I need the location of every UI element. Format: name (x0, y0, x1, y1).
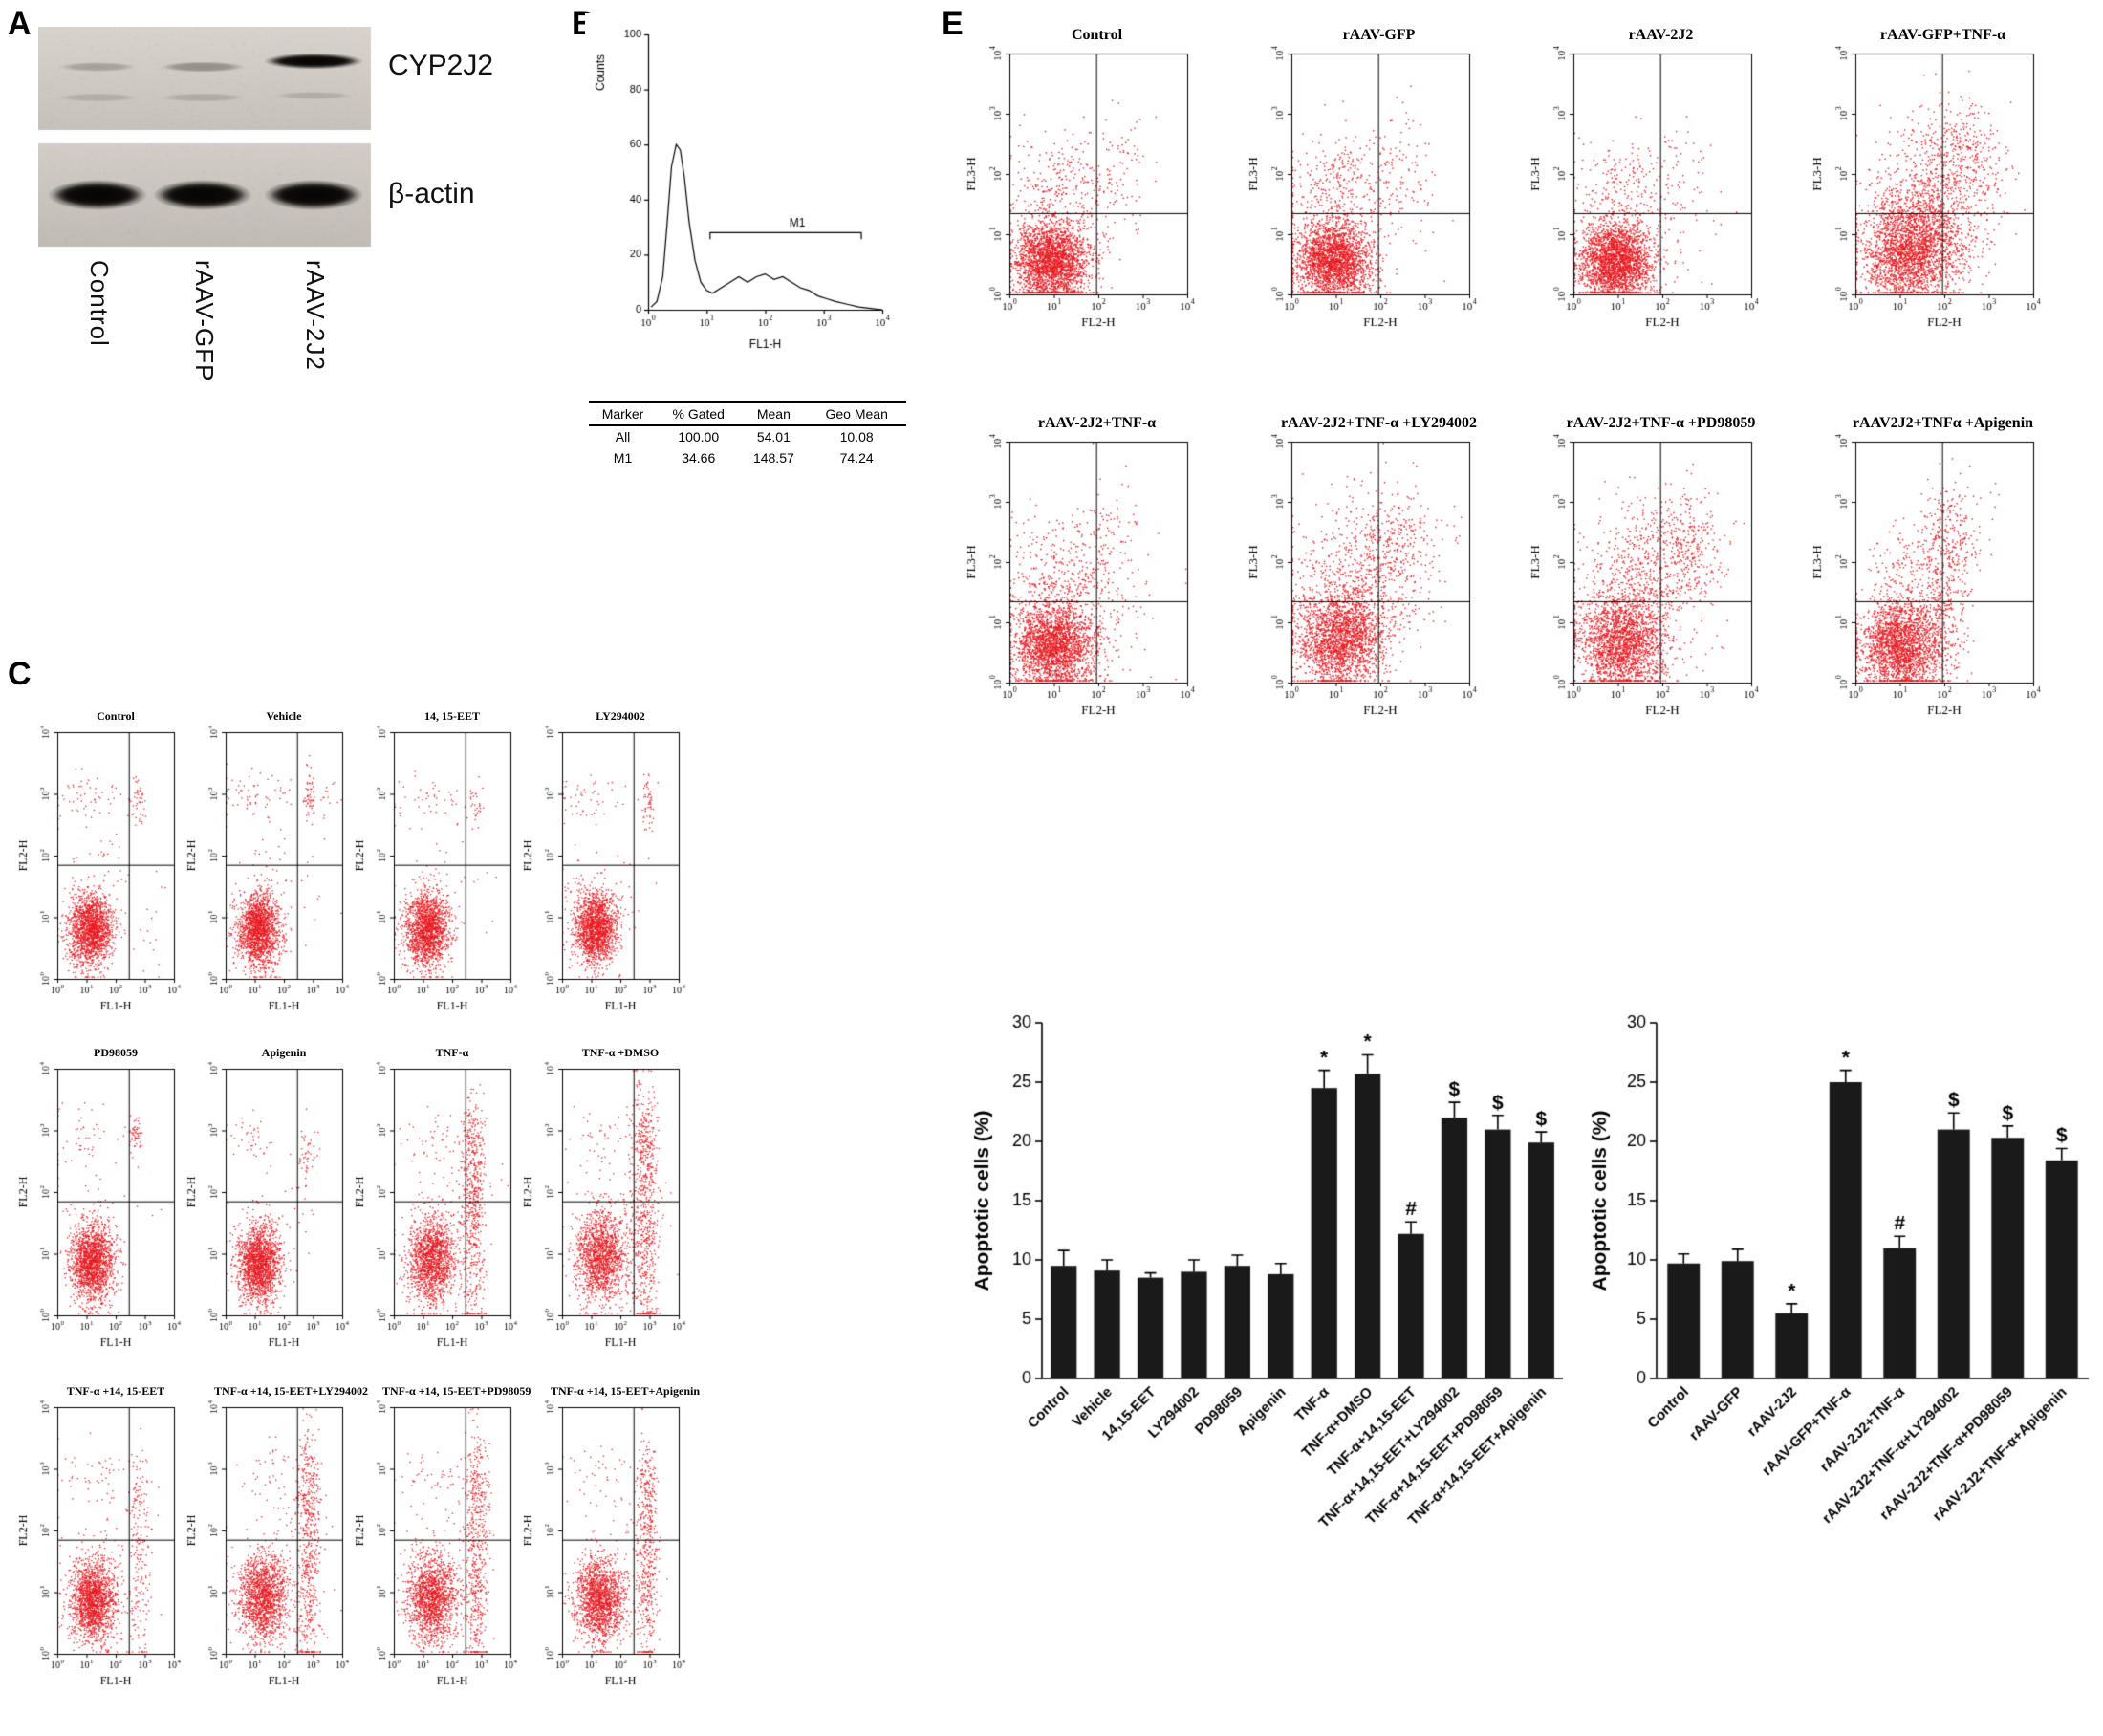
flow-plot-title: Control (97, 709, 135, 723)
flow-plot-title: TNF-α +14, 15-EET+PD98059 (382, 1384, 531, 1398)
table-header-cell: Mean (756, 406, 791, 422)
flow-plot-title: rAAV-GFP+TNF-α (1879, 27, 2006, 43)
table-cell: 54.01 (756, 429, 791, 445)
table-header-row: Marker % Gated Mean Geo Mean (589, 402, 906, 425)
blot-lane-label: Control (85, 260, 114, 347)
flow-plot-canvas (17, 1400, 185, 1690)
blot-lane-label: rAAV-GFP (190, 260, 219, 382)
flow-plot-canvas (1247, 434, 1482, 721)
flow-plot-title: TNF-α +14, 15-EET+Apigenin (551, 1384, 701, 1398)
flow-plot-canvas (965, 46, 1200, 333)
flow-plot-canvas (354, 725, 522, 1015)
panel-label-e: E (942, 6, 964, 42)
flow-plot-canvas (965, 434, 1200, 721)
flow-plot: TNF-α +14, 15-EET+PD98059 (354, 1384, 531, 1690)
panel-label-c: C (8, 656, 32, 692)
flow-plot-canvas (354, 1061, 522, 1352)
western-blot-image (38, 27, 378, 251)
bar-chart-d-canvas (958, 977, 1574, 1646)
bar-chart-f-canvas (1575, 977, 2101, 1646)
flow-plot: Control (17, 709, 185, 1015)
flow-plot: TNF-α +14, 15-EET+Apigenin (522, 1384, 701, 1690)
flow-plot: Control (965, 27, 1200, 333)
flow-plot: TNF-α +14, 15-EET (17, 1384, 185, 1690)
flow-plot-canvas (1529, 434, 1764, 721)
flow-plot-title: Control (1071, 27, 1123, 43)
flow-plot: rAAV-2J2+TNF-α +PD98059 (1529, 415, 1764, 721)
flow-plot: rAAV-GFP (1247, 27, 1482, 333)
flow-plot-canvas (522, 725, 690, 1015)
flow-plot: LY294002 (522, 709, 690, 1015)
flow-plot-canvas (185, 725, 354, 1015)
table-cell: All (615, 429, 631, 445)
blot-target-label: β-actin (388, 178, 475, 209)
flow-plot-title: 14, 15-EET (423, 709, 480, 723)
flow-plot-title: PD98059 (94, 1046, 138, 1059)
flow-plot-canvas (185, 1061, 354, 1352)
flow-plot-canvas (1247, 46, 1482, 333)
table-row: All 100.00 54.01 10.08 (589, 425, 906, 447)
flow-plot-title: rAAV2J2+TNFα +Apigenin (1852, 415, 2034, 431)
flow-plot: rAAV-2J2+TNF-α +LY294002 (1247, 415, 1482, 721)
flow-plot-title: Apigenin (261, 1046, 307, 1059)
table-header-cell: % Gated (672, 406, 725, 422)
flow-plot-title: rAAV-2J2+TNF-α (1037, 415, 1157, 431)
flow-plot: TNF-α +DMSO (522, 1046, 690, 1352)
blot-target-label: CYP2J2 (388, 50, 494, 81)
flow-plot-title: LY294002 (596, 709, 645, 723)
table-header-cell: Marker (601, 406, 644, 422)
table-cell: 148.57 (752, 450, 794, 466)
flow-plot-title: TNF-α (435, 1046, 469, 1059)
flow-plot: TNF-α +14, 15-EET+LY294002 (185, 1384, 368, 1690)
panel-label-a: A (8, 6, 32, 42)
flow-plot: rAAV-2J2 (1529, 27, 1764, 333)
flow-plot: Vehicle (185, 709, 354, 1015)
table-cell: 74.24 (839, 450, 874, 466)
table-row: M1 34.66 148.57 74.24 (589, 447, 906, 468)
table-header-cell: Geo Mean (825, 406, 888, 422)
flow-plot-title: TNF-α +DMSO (581, 1046, 660, 1059)
table-cell: 34.66 (682, 450, 716, 466)
flow-plot-title: rAAV-2J2 (1628, 27, 1694, 43)
table-cell: 10.08 (839, 429, 874, 445)
flow-plot-title: TNF-α +14, 15-EET+LY294002 (214, 1384, 368, 1398)
flow-plot: rAAV-2J2+TNF-α (965, 415, 1200, 721)
table-cell: M1 (613, 450, 633, 466)
flow-plot: 14, 15-EET (354, 709, 522, 1015)
flow-plot: PD98059 (17, 1046, 185, 1352)
flow-plot: rAAV-GFP+TNF-α (1811, 27, 2046, 333)
flow-plot-canvas (17, 1061, 185, 1352)
flow-plot: rAAV2J2+TNFα +Apigenin (1811, 415, 2046, 721)
flow-plot-title: rAAV-2J2+TNF-α +PD98059 (1566, 415, 1756, 431)
table-cell: 100.00 (678, 429, 720, 445)
flow-plot-title: rAAV-GFP (1342, 27, 1416, 43)
blot-lane-label: rAAV-2J2 (301, 260, 330, 371)
flow-plot-canvas (17, 725, 185, 1015)
flow-plot-canvas (185, 1400, 354, 1690)
flow-plot-canvas (522, 1400, 690, 1690)
flow-plot: TNF-α (354, 1046, 522, 1352)
flow-plot-canvas (1811, 46, 2046, 333)
flow-histogram-canvas (585, 13, 910, 396)
fl1-stats-table: Marker % Gated Mean Geo Mean All 100.00 … (589, 401, 906, 468)
flow-plot-canvas (522, 1061, 690, 1352)
flow-plot-title: Vehicle (266, 709, 302, 723)
flow-plot: Apigenin (185, 1046, 354, 1352)
flow-plot-title: rAAV-2J2+TNF-α +LY294002 (1280, 415, 1478, 431)
flow-plot-canvas (354, 1400, 522, 1690)
flow-plot-canvas (1529, 46, 1764, 333)
flow-plot-title: TNF-α +14, 15-EET (66, 1384, 165, 1398)
flow-plot-canvas (1811, 434, 2046, 721)
